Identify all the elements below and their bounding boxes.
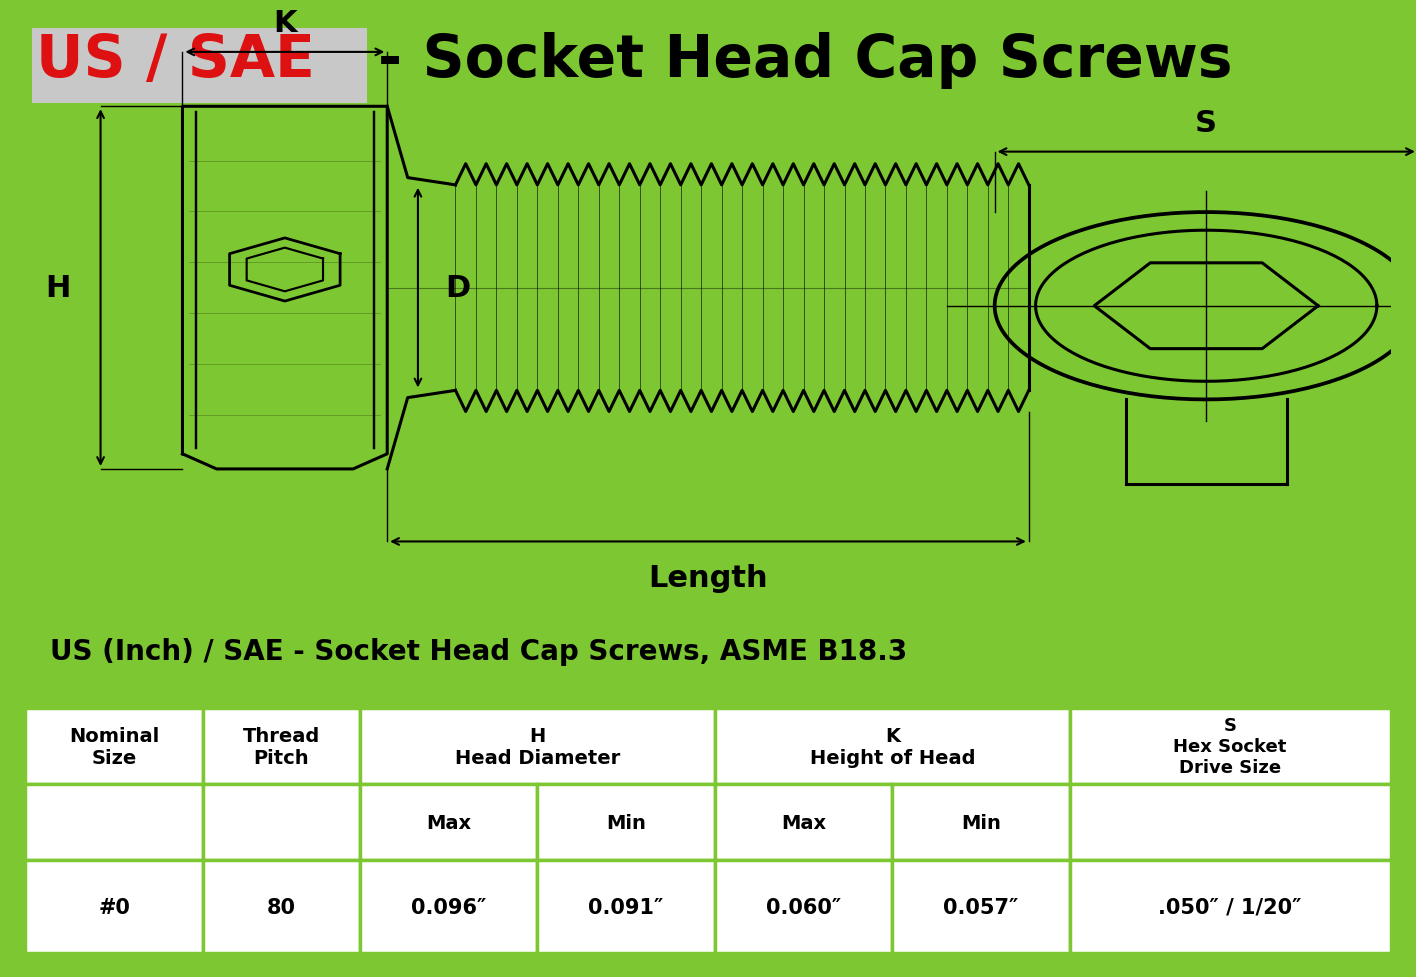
Bar: [892, 785, 1069, 861]
Text: S
Hex Socket
Drive Size: S Hex Socket Drive Size: [1174, 717, 1287, 776]
Text: #0: #0: [98, 897, 130, 916]
Bar: [360, 785, 537, 861]
Bar: [25, 708, 202, 785]
Bar: [25, 785, 202, 861]
Text: Thread
Pitch: Thread Pitch: [242, 726, 320, 767]
Text: H
Head Diameter: H Head Diameter: [455, 726, 620, 767]
Bar: [537, 785, 715, 861]
Text: - Socket Head Cap Screws: - Socket Head Cap Screws: [378, 31, 1232, 89]
Text: Min: Min: [961, 813, 1001, 831]
Text: 80: 80: [268, 897, 296, 916]
Bar: [202, 785, 360, 861]
Bar: [715, 861, 892, 953]
Bar: [537, 861, 715, 953]
Text: Max: Max: [782, 813, 826, 831]
Bar: [1069, 861, 1391, 953]
Bar: [715, 785, 892, 861]
Text: Nominal
Size: Nominal Size: [69, 726, 160, 767]
Text: D: D: [445, 274, 470, 303]
Text: US (Inch) / SAE - Socket Head Cap Screws, ASME B18.3: US (Inch) / SAE - Socket Head Cap Screws…: [50, 637, 908, 665]
Bar: [1069, 708, 1391, 785]
Bar: [1069, 785, 1391, 861]
Bar: [202, 861, 360, 953]
Text: 0.060″: 0.060″: [766, 897, 841, 916]
Bar: [360, 861, 537, 953]
FancyBboxPatch shape: [33, 28, 367, 105]
Text: S: S: [1195, 108, 1218, 138]
Bar: [892, 861, 1069, 953]
Text: 0.091″: 0.091″: [589, 897, 664, 916]
Text: 0.057″: 0.057″: [943, 897, 1018, 916]
Text: H: H: [45, 274, 71, 303]
Bar: [715, 708, 1069, 785]
Bar: [360, 708, 715, 785]
Text: 0.096″: 0.096″: [411, 897, 486, 916]
Text: K: K: [273, 9, 297, 38]
Text: .050″ / 1/20″: .050″ / 1/20″: [1158, 897, 1301, 916]
Text: K
Height of Head: K Height of Head: [810, 726, 976, 767]
Text: MonsterBolts: MonsterBolts: [422, 784, 994, 858]
Bar: [202, 708, 360, 785]
Text: Min: Min: [606, 813, 646, 831]
Text: Length: Length: [649, 563, 767, 592]
Text: US / SAE: US / SAE: [37, 31, 316, 89]
Bar: [25, 861, 202, 953]
Text: Max: Max: [426, 813, 472, 831]
